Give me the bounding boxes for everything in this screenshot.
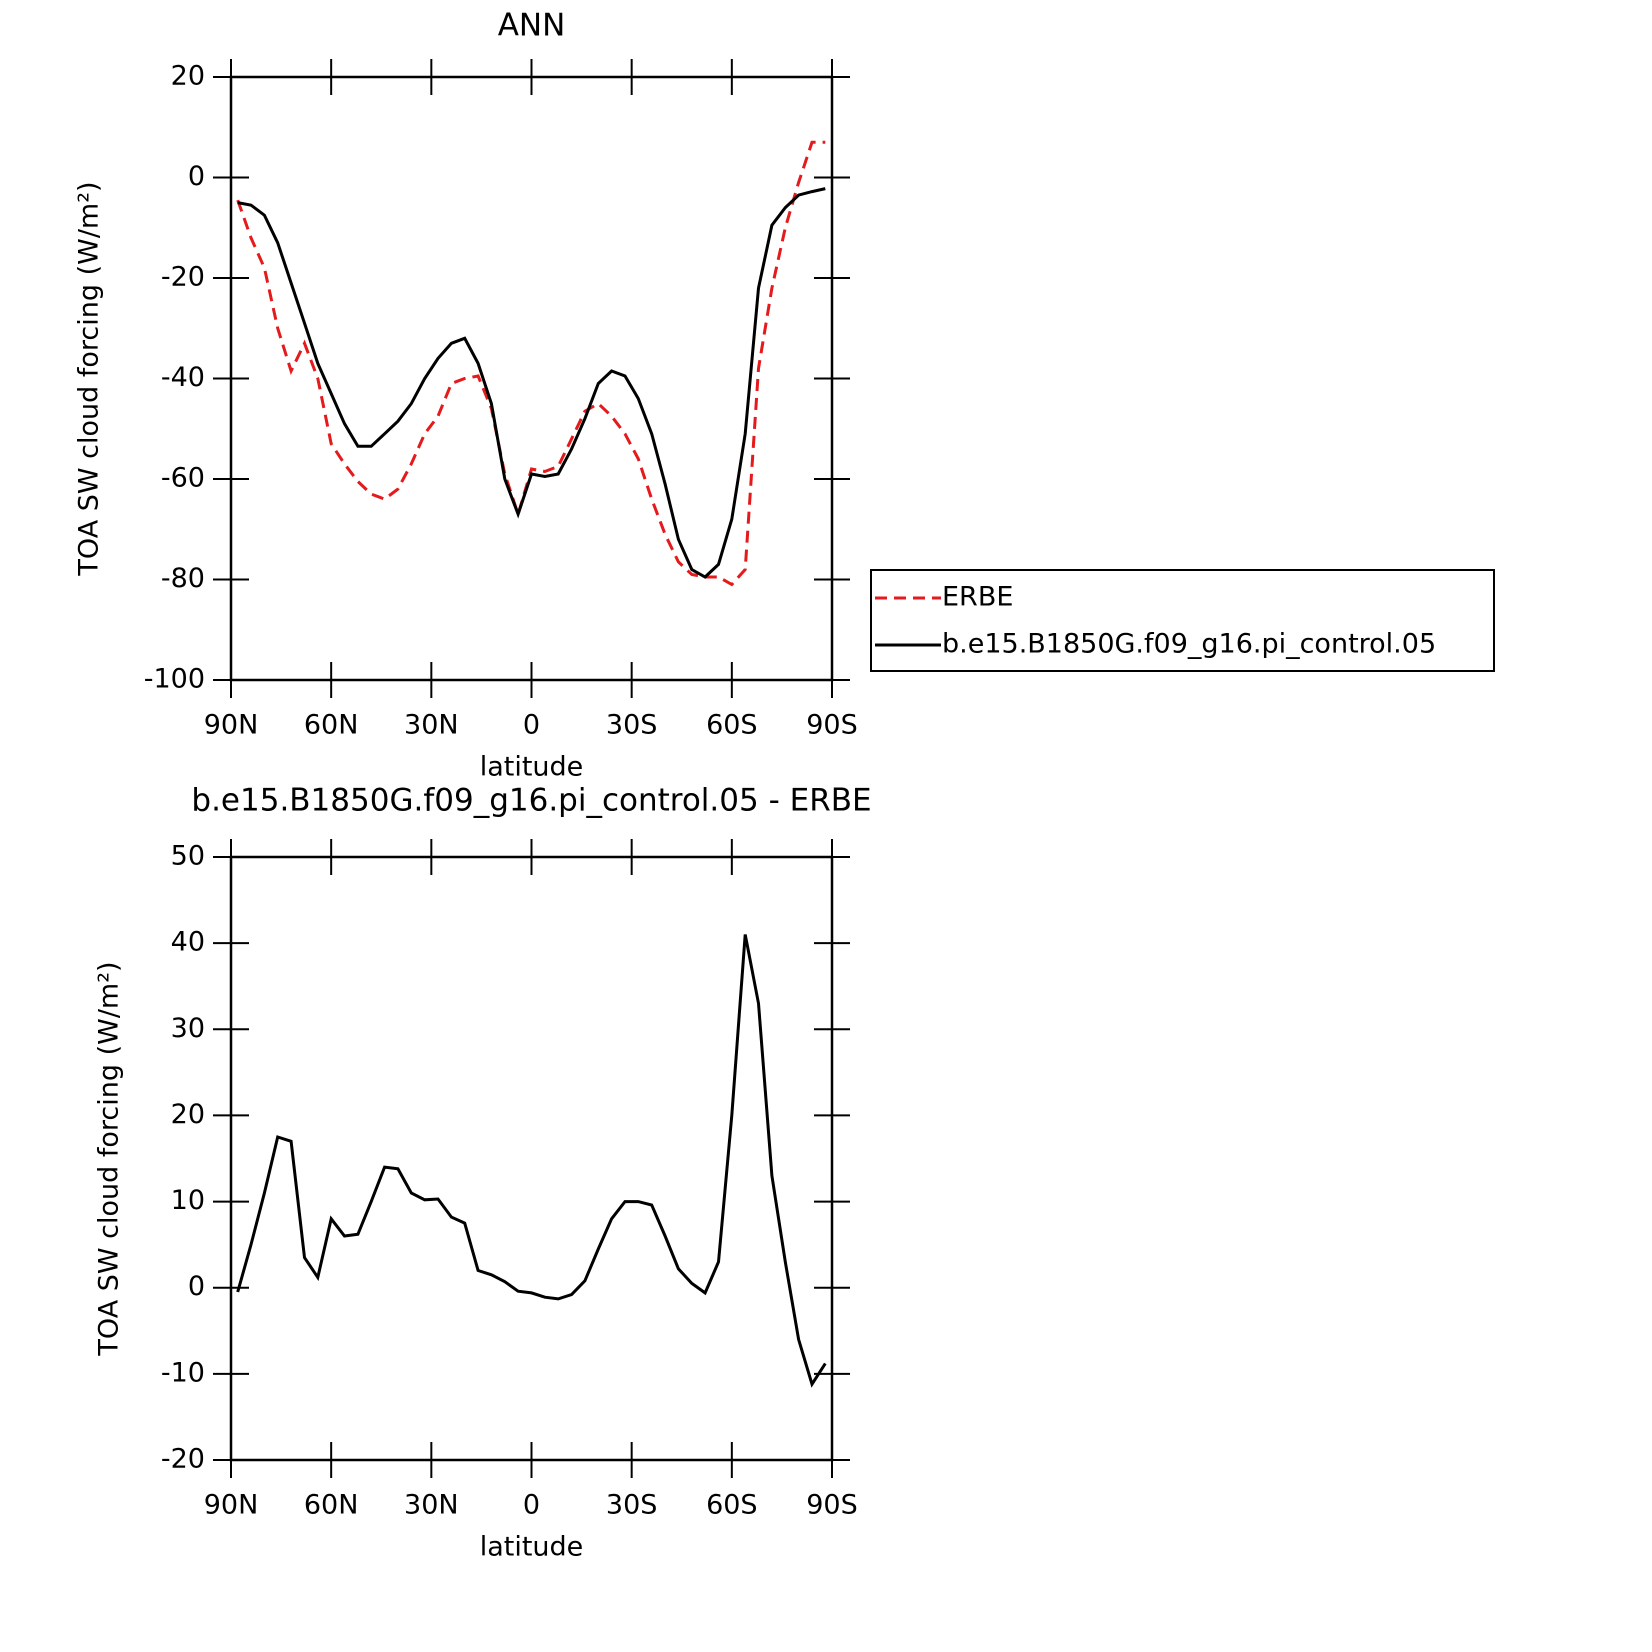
plot-frame <box>229 855 834 1462</box>
plot-frame <box>229 75 834 682</box>
y-tick-label: 40 <box>171 927 205 958</box>
y-tick-label: 20 <box>171 61 205 92</box>
legend-label: ERBE <box>942 582 1013 613</box>
y-axis-label: TOA SW cloud forcing (W/m²) <box>94 961 125 1356</box>
x-tick-label: 30S <box>606 1490 658 1521</box>
y-axis-label: TOA SW cloud forcing (W/m²) <box>74 181 105 576</box>
data-line <box>236 140 826 587</box>
y-tick-label: -20 <box>161 262 205 293</box>
y-tick-label: 10 <box>171 1185 205 1216</box>
legend-label: b.e15.B1850G.f09_g16.pi_control.05 <box>942 629 1436 660</box>
chart-title: b.e15.B1850G.f09_g16.pi_control.05 - ERB… <box>191 783 871 819</box>
x-tick-label: 0 <box>523 1490 540 1521</box>
data-line <box>237 187 826 579</box>
y-tick-label: 20 <box>171 1099 205 1130</box>
x-tick-label: 90N <box>204 710 259 741</box>
x-tick-label: 60N <box>304 1490 359 1521</box>
y-tick-label: 50 <box>171 841 205 872</box>
y-tick-label: -80 <box>161 563 205 594</box>
x-tick-label: 30S <box>606 710 658 741</box>
x-tick-label: 90N <box>204 1490 259 1521</box>
legend-box <box>870 569 1495 672</box>
y-tick-label: -10 <box>161 1357 205 1388</box>
y-tick-label: -100 <box>144 664 205 695</box>
y-tick-label: -20 <box>161 1444 205 1475</box>
y-tick-label: -60 <box>161 463 205 494</box>
y-tick-label: -40 <box>161 362 205 393</box>
x-tick-label: 90S <box>806 710 858 741</box>
x-tick-label: 60S <box>706 1490 758 1521</box>
chart-title: ANN <box>498 8 566 44</box>
y-tick-label: 30 <box>171 1013 205 1044</box>
y-tick-label: 0 <box>188 161 205 192</box>
y-tick-label: 0 <box>188 1271 205 1302</box>
x-tick-label: 90S <box>806 1490 858 1521</box>
x-tick-label: 0 <box>523 710 540 741</box>
data-line <box>236 934 827 1388</box>
x-tick-label: 60S <box>706 710 758 741</box>
x-axis-label: latitude <box>480 1532 584 1563</box>
x-tick-label: 30N <box>404 1490 459 1521</box>
x-axis-label: latitude <box>480 752 584 783</box>
x-tick-label: 30N <box>404 710 459 741</box>
x-tick-label: 60N <box>304 710 359 741</box>
